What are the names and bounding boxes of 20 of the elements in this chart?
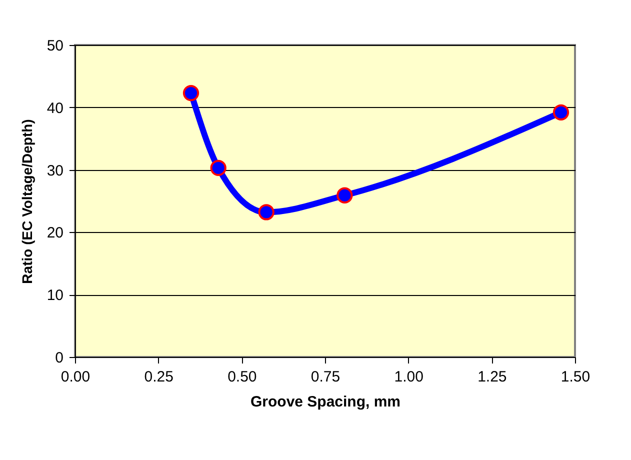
y-tick-label: 30: [46, 162, 64, 180]
point: [182, 84, 200, 102]
x-tick-label: 0.50: [228, 368, 257, 386]
point: [210, 160, 226, 176]
y-tick-label: 10: [46, 287, 64, 304]
x-tick-label: 1.25: [478, 368, 507, 386]
point: [552, 104, 570, 120]
y-tick-label: 50: [46, 38, 64, 54]
point: [258, 204, 274, 220]
y-axis-title: Ratio (EC Voltage/Depth): [18, 119, 35, 284]
point: [336, 187, 353, 204]
x-tick-label: 0.25: [144, 368, 174, 386]
y-tick-label: 20: [46, 224, 64, 242]
x-tick-label: 1.50: [560, 368, 590, 386]
x-tick-label: 0.00: [60, 368, 90, 386]
x-axis-title: Groove Spacing, mm: [250, 394, 401, 410]
y-tick-label: 40: [46, 100, 64, 117]
y-tick-label: 0: [55, 350, 64, 366]
x-tick-label: 0.75: [310, 368, 340, 386]
x-tick-label: 1.00: [394, 368, 424, 386]
